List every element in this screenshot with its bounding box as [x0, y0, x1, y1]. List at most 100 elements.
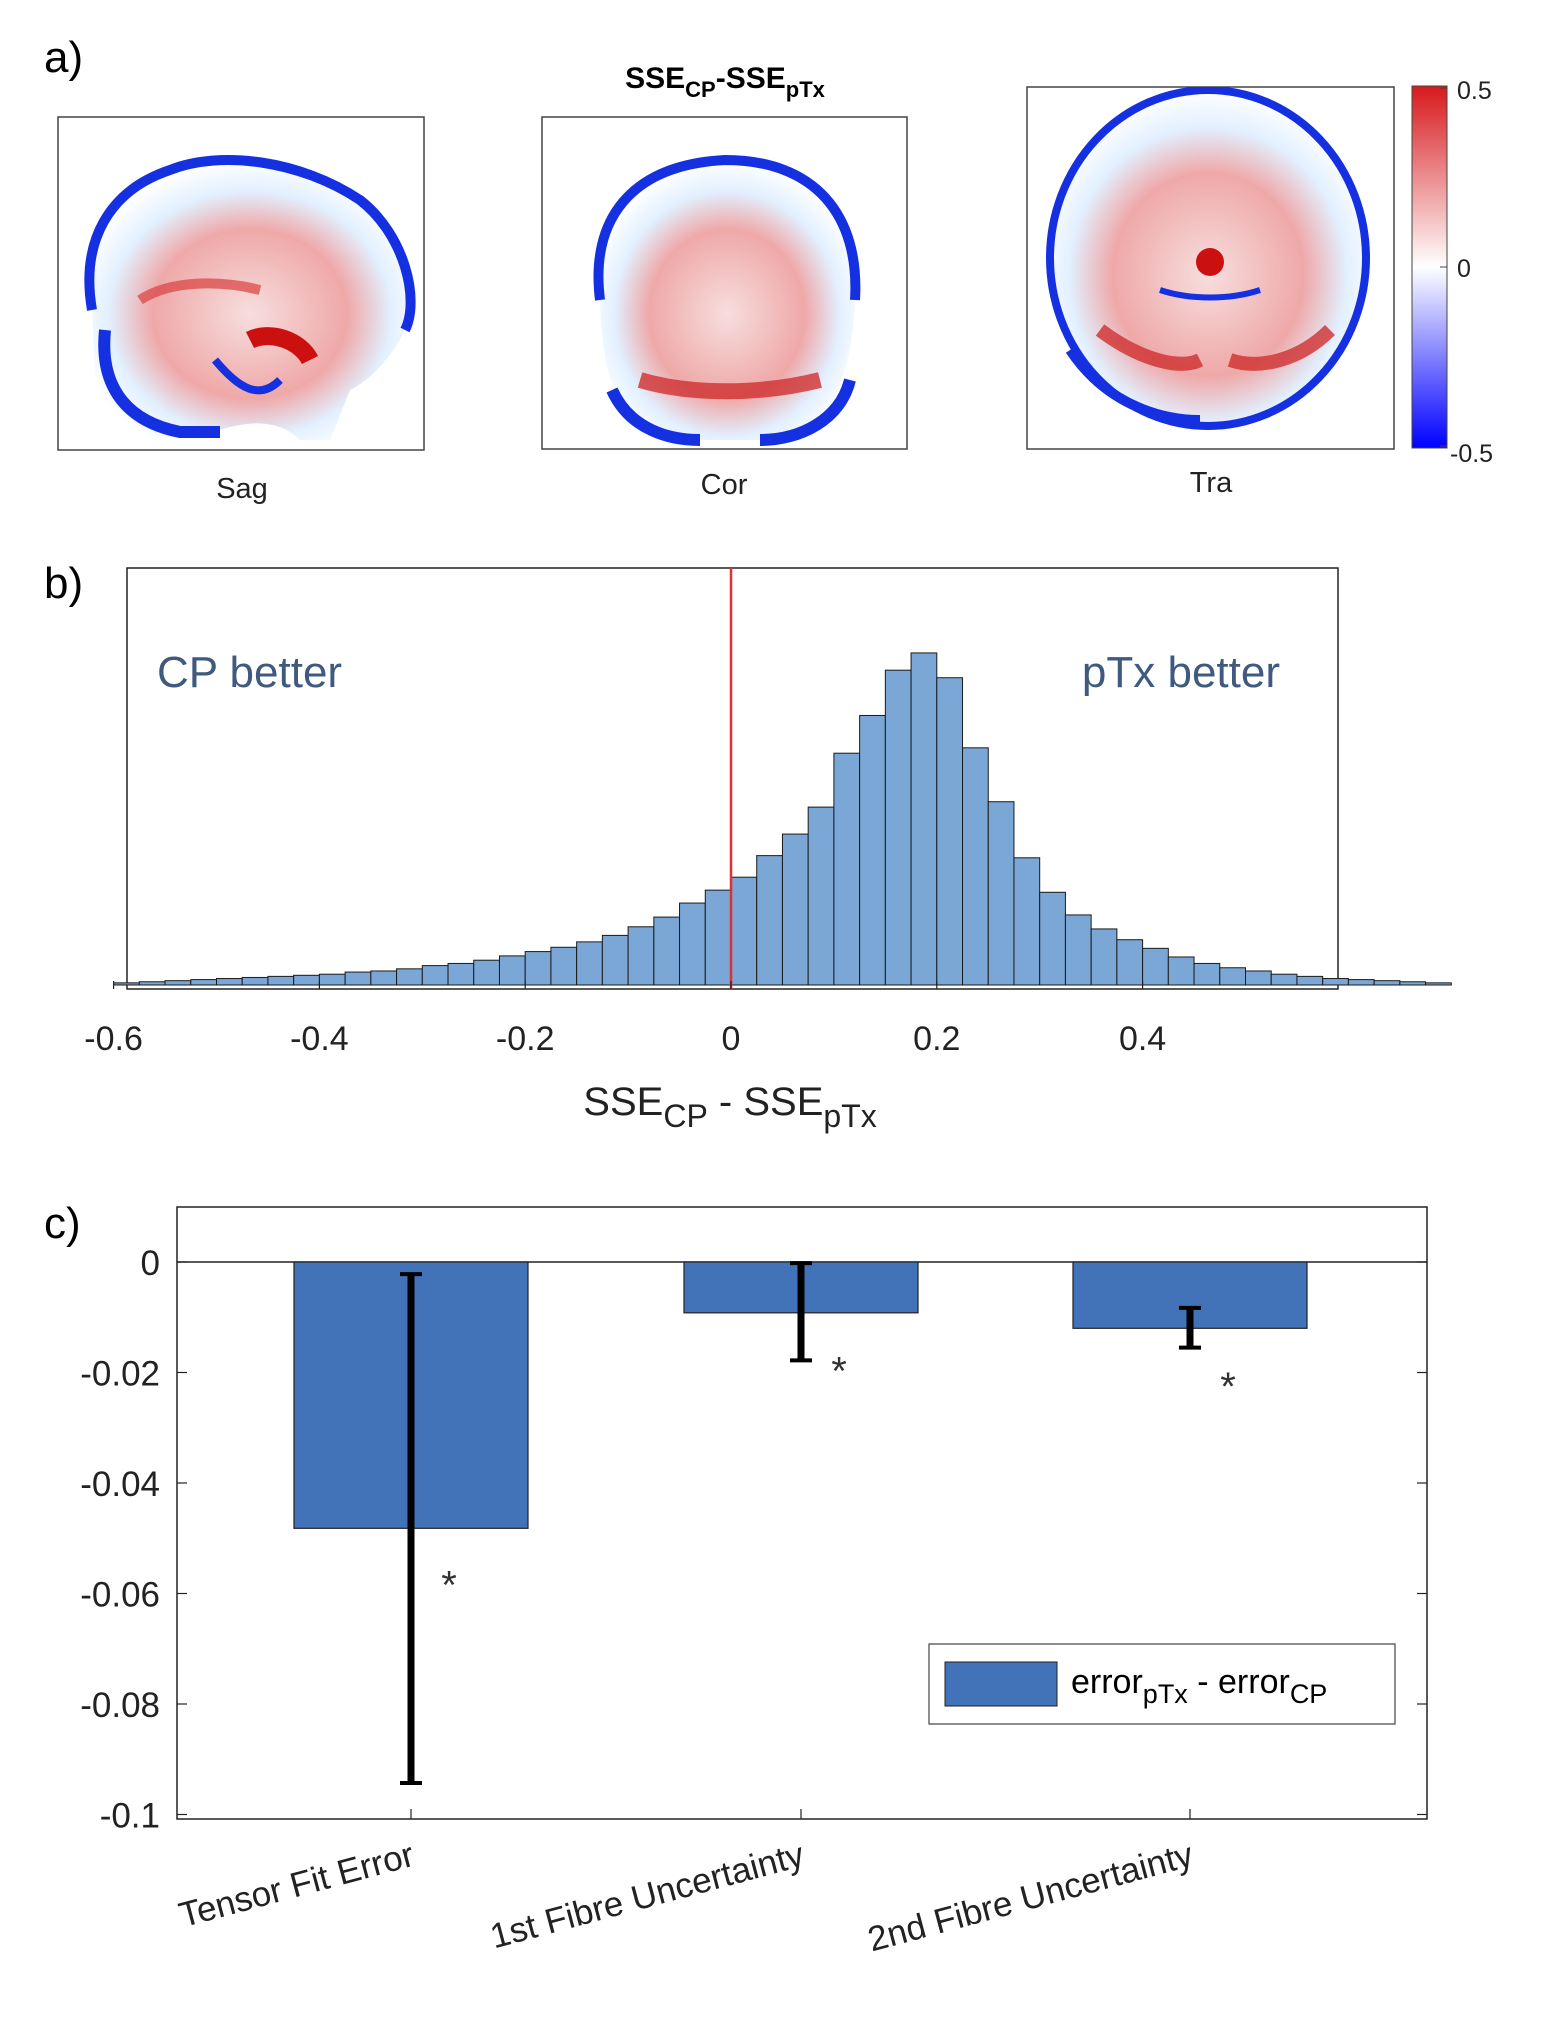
histogram-bar [190, 979, 217, 986]
histogram-bar [1219, 967, 1247, 986]
panel-a-title: SSECP-SSEpTx [625, 62, 826, 102]
histogram-bar [936, 677, 964, 986]
histogram-bar [987, 801, 1015, 986]
histogram-bar [884, 669, 912, 986]
histogram-bar [962, 747, 989, 986]
tra-brain-image [1046, 87, 1370, 430]
tra-view: Tra [1026, 86, 1395, 499]
significance-marks: * * * [441, 1350, 1236, 1608]
error-bars [400, 1261, 1201, 1786]
histogram-bar [1322, 978, 1349, 986]
histogram-bar [498, 955, 526, 986]
sag-view: Sag [57, 116, 425, 505]
histogram-bar [1090, 928, 1118, 986]
panel-a: a) SSECP-SSEpTx Sag [44, 33, 1493, 505]
histogram-x-tick-label: -0.6 [84, 1020, 143, 1058]
histogram-bar [859, 714, 886, 986]
colorbar-max-label: 0.5 [1457, 77, 1492, 105]
histogram-bar [447, 962, 475, 986]
histogram-bar [216, 978, 243, 986]
histogram-bar [781, 833, 809, 986]
histogram-x-ticks: -0.6 -0.4 -0.2 0 0.2 0.4 [84, 981, 1166, 1058]
histogram-bar [1193, 962, 1221, 986]
histogram-bar [627, 926, 655, 986]
significance-mark: * [831, 1350, 847, 1394]
histogram-bar [1039, 891, 1066, 986]
histogram-bar [1013, 857, 1041, 986]
annotation-cp-better: CP better [157, 648, 342, 697]
histogram-bar [1142, 947, 1169, 986]
panel-c: c) 0 -0.02 -0.04 -0.06 -0.08 -0.1 * * * Tensor … [44, 1199, 1428, 1959]
histogram-bar [1116, 939, 1144, 986]
significance-mark: * [441, 1563, 457, 1607]
histogram-bar [241, 976, 269, 986]
bar-y-tick-label: -0.08 [80, 1686, 160, 1725]
legend: errorpTx - errorCP [928, 1643, 1396, 1725]
bar-y-ticks: 0 -0.02 -0.04 -0.06 -0.08 -0.1 [80, 1244, 1427, 1836]
bar-category-label: Tensor Fit Error [175, 1835, 418, 1935]
histogram-bar [1064, 914, 1092, 986]
colorbar-mid-label: 0 [1457, 255, 1471, 283]
cor-label: Cor [701, 469, 748, 501]
histogram-bar [704, 889, 732, 986]
histogram-bar [267, 975, 295, 986]
histogram-bar [833, 752, 861, 986]
histogram-bars [113, 652, 1452, 986]
histogram-x-tick-label: 0.2 [913, 1020, 960, 1058]
histogram-bar [370, 970, 398, 986]
histogram-bar [1296, 975, 1324, 986]
bar-y-tick-label: -0.1 [100, 1797, 160, 1836]
histogram-bar [576, 941, 603, 986]
histogram-bar [601, 934, 629, 986]
histogram-x-tick-label: 0.4 [1119, 1020, 1166, 1058]
histogram-x-tick-label: 0 [722, 1020, 741, 1058]
histogram-bar [164, 980, 192, 986]
histogram-bar [730, 876, 758, 986]
bar-y-tick-label: 0 [141, 1244, 160, 1283]
histogram-bar [1399, 981, 1427, 986]
bar-y-tick-label: -0.04 [80, 1465, 160, 1504]
panel-b: b) -0.6 -0.4 -0.2 0 0.2 0.4 CP better pTx bet… [44, 559, 1452, 1134]
legend-label: errorpTx - errorCP [1071, 1663, 1327, 1709]
histogram-bar [756, 855, 783, 986]
histogram-bar [550, 946, 578, 986]
panel-a-label: a) [44, 33, 83, 82]
histogram-bar [113, 982, 140, 986]
histogram-bar [473, 959, 500, 986]
histogram-bar [679, 902, 706, 986]
histogram-bar [653, 916, 681, 986]
histogram-x-label: SSECP - SSEpTx [583, 1080, 876, 1134]
histogram-bar [807, 806, 835, 986]
histogram-bar [1347, 979, 1375, 986]
histogram-bar [1270, 973, 1298, 986]
histogram-bar [1373, 980, 1401, 986]
bar-y-tick-label: -0.06 [80, 1576, 160, 1615]
colorbar-min-label: -0.5 [1450, 440, 1493, 468]
annotation-ptx-better: pTx better [1082, 648, 1280, 697]
histogram-x-tick-label: -0.2 [496, 1020, 555, 1058]
histogram-bar [1167, 956, 1195, 986]
bar-category-label: 1st Fibre Uncertainty [486, 1835, 808, 1956]
bar-category-label: 2nd Fibre Uncertainty [864, 1835, 1198, 1959]
histogram-bar [421, 965, 449, 986]
panel-c-label: c) [44, 1199, 81, 1248]
panel-b-label: b) [44, 559, 83, 608]
histogram-bar [293, 974, 320, 986]
bar-x-labels: Tensor Fit Error 1st Fibre Uncertainty 2nd… [175, 1835, 1198, 1959]
colorbar: 0.5 0 -0.5 [1411, 77, 1493, 468]
bar-y-tick-label: -0.02 [80, 1355, 160, 1394]
cor-brain-image [593, 154, 861, 446]
histogram-bar [396, 968, 423, 986]
histogram-bar [344, 971, 372, 986]
significance-mark: * [1220, 1365, 1236, 1409]
tra-label: Tra [1190, 467, 1233, 499]
cor-view: Cor [541, 116, 908, 501]
histogram-bar [524, 951, 552, 986]
histogram-bar [1425, 982, 1452, 986]
histogram-bar [318, 973, 346, 986]
sag-brain-image [84, 155, 416, 440]
sag-label: Sag [216, 473, 268, 505]
legend-swatch [944, 1661, 1058, 1707]
histogram-bar [1245, 970, 1272, 986]
